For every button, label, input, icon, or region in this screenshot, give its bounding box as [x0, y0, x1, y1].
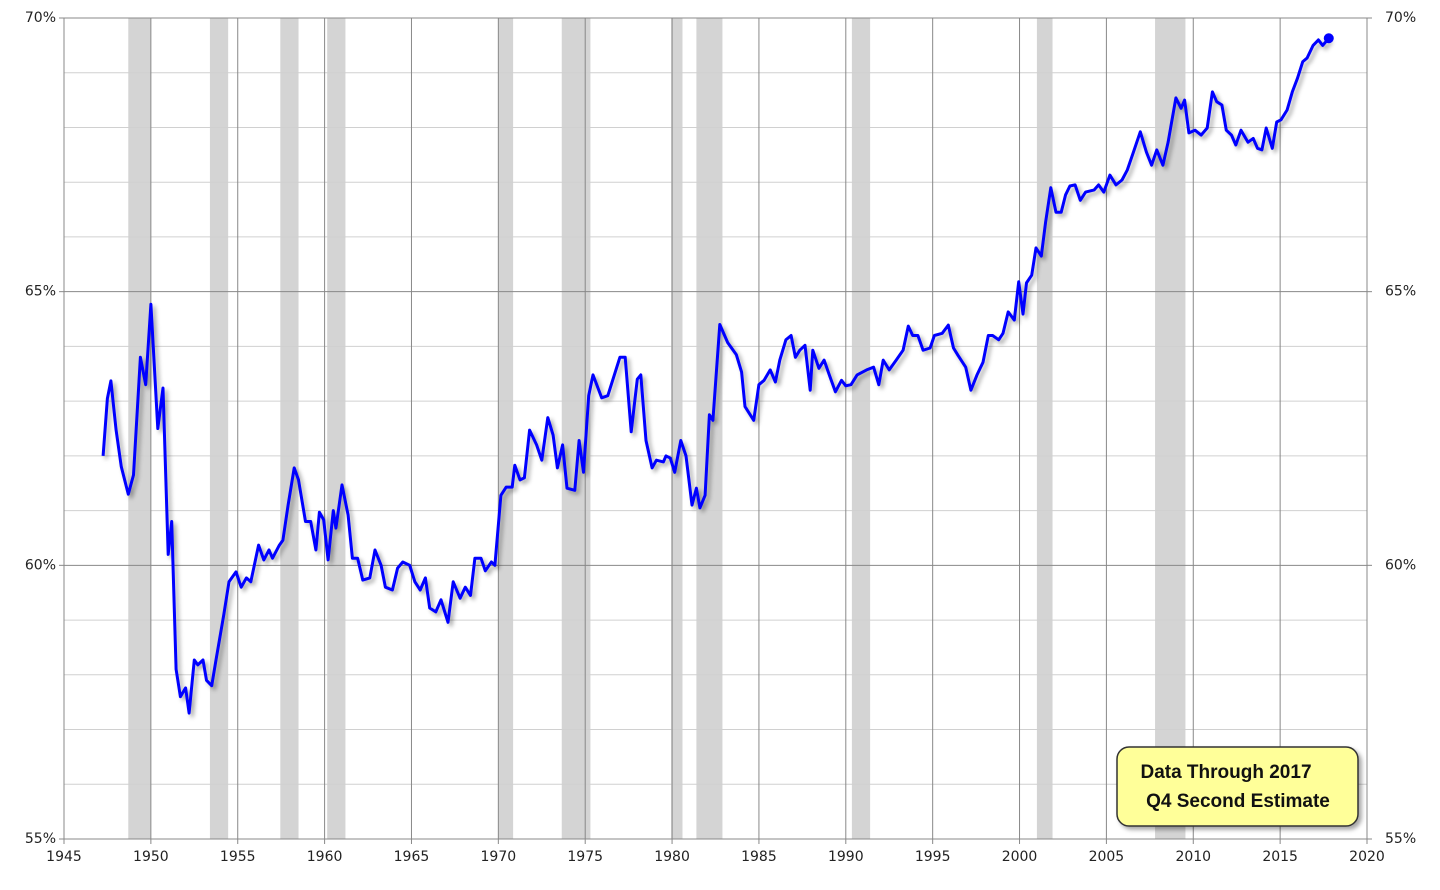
end-point — [1323, 33, 1334, 44]
recession-band — [851, 18, 871, 839]
x-tick-label: 1980 — [654, 849, 690, 865]
recession-band — [1155, 18, 1186, 839]
y-tick-label: 65% — [25, 284, 56, 300]
plot-frame — [63, 17, 1368, 840]
x-tick-label: 1945 — [46, 849, 82, 865]
x-tick-label: 2010 — [1175, 849, 1211, 865]
x-tick-label: 2000 — [1002, 849, 1038, 865]
annotation: Data Through 2017 Q4 Second Estimate — [1116, 746, 1359, 827]
y2-tick-label: 65% — [1385, 284, 1416, 300]
annotation-line: Data Through 2017 — [1140, 762, 1311, 783]
x-tick-label: 1990 — [828, 849, 864, 865]
x-tick-label: 1970 — [481, 849, 517, 865]
x-tick-label: 2020 — [1349, 849, 1385, 865]
y2-tick-label: 55% — [1385, 831, 1416, 847]
x-tick-label: 1950 — [133, 849, 169, 865]
y-tick-label: 55% — [25, 831, 56, 847]
x-tick-label: 1985 — [741, 849, 777, 865]
recession-band — [280, 18, 299, 839]
x-tick-label: 1995 — [915, 849, 951, 865]
y2-tick-label: 60% — [1385, 557, 1416, 573]
x-tick-label: 1965 — [394, 849, 430, 865]
recession-band — [671, 18, 683, 839]
data-line — [101, 37, 1330, 715]
x-tick-label: 2005 — [1089, 849, 1125, 865]
recession-band — [327, 18, 346, 839]
x-tick-label: 2015 — [1262, 849, 1298, 865]
y-tick-label: 60% — [25, 557, 56, 573]
recession-band — [498, 18, 514, 839]
y-tick-label: 70% — [25, 10, 56, 26]
x-tick-label: 1955 — [220, 849, 256, 865]
annotation-line: Q4 Second Estimate — [1146, 791, 1330, 812]
recession-band — [1036, 18, 1053, 839]
x-tick-label: 1975 — [567, 849, 603, 865]
recession-band — [128, 18, 151, 839]
recession-band — [209, 18, 229, 839]
annotation-box — [1116, 746, 1359, 827]
y2-tick-label: 70% — [1385, 10, 1416, 26]
x-tick-label: 1960 — [307, 849, 343, 865]
